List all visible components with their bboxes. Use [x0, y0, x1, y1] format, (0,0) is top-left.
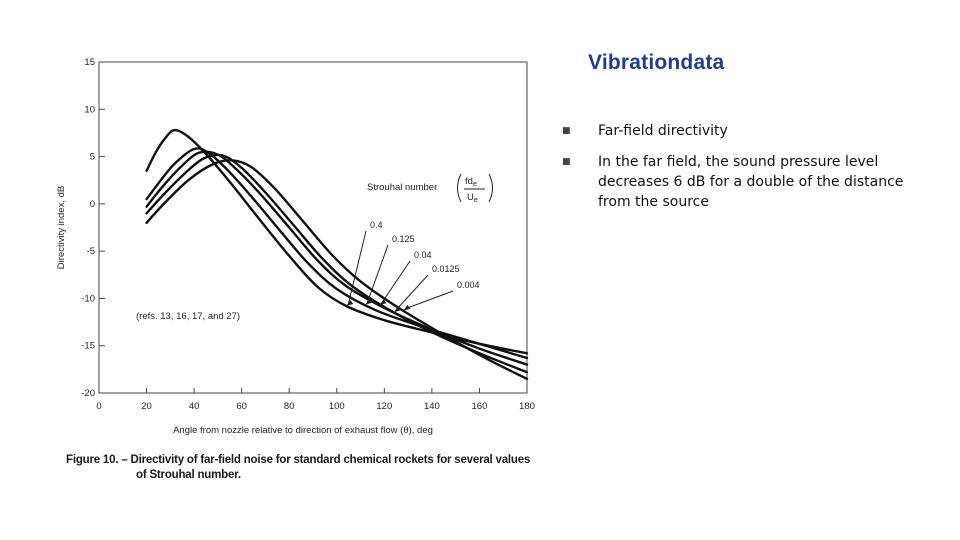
fraction-numerator: fde — [465, 176, 477, 188]
bullet-text: In the far field, the sound pressure lev… — [598, 154, 904, 210]
x-tick-label: 40 — [189, 401, 200, 412]
series-line-0.04 — [145, 150, 529, 366]
legend-title: Strouhal number — [367, 182, 437, 193]
y-tick-label: -5 — [87, 246, 95, 257]
series-line-0.004 — [145, 159, 529, 380]
directivity-figure: 0 20 40 60 80 100 120 140 160 180 15 10 5 0 -5 -10 -15 -2… — [52, 50, 542, 490]
callout-arrowhead — [393, 306, 401, 313]
y-tick-label: 15 — [84, 57, 95, 68]
reference-note: (refs. 13, 16, 17, and 27) — [136, 311, 240, 322]
callout-label: 0.04 — [414, 250, 432, 260]
x-tick-label: 100 — [329, 401, 345, 412]
callout-label: 0.125 — [392, 234, 415, 244]
bullet-item: ■ Far-field directivity — [562, 121, 912, 141]
x-tick-label: 20 — [141, 401, 152, 412]
bullet-text: Far-field directivity — [598, 123, 728, 139]
y-tick-label: 5 — [90, 152, 95, 163]
y-tick-label: -15 — [81, 341, 95, 352]
bullet-item: ■ In the far field, the sound pressure l… — [562, 152, 912, 212]
fraction-numerator-subscript: e — [473, 181, 477, 188]
bullet-dot-icon: ■ — [562, 126, 571, 136]
callout-leader — [405, 290, 454, 310]
caption-line-1: Figure 10. – Directivity of far-field no… — [66, 454, 531, 466]
fraction-denominator: Ue — [467, 192, 478, 204]
callout-arrowhead — [346, 299, 354, 306]
callout-arrowhead — [379, 299, 387, 306]
x-tick-label: 0 — [96, 401, 101, 412]
caption-line-2: of Strouhal number. — [136, 469, 241, 481]
directivity-chart: 0 20 40 60 80 100 120 140 160 180 15 10 5 0 -5 -10 -15 -2… — [56, 57, 535, 436]
callout-arrowhead — [403, 304, 411, 311]
callout-label: 0.4 — [370, 220, 383, 230]
y-axis-title: Directivity index, dB — [56, 186, 67, 269]
callout-leader — [347, 230, 367, 305]
x-tick-label: 80 — [284, 401, 295, 412]
callout-label: 0.004 — [457, 280, 480, 290]
plot-frame — [98, 61, 528, 394]
y-tick-label: -20 — [81, 388, 95, 399]
y-tick-label: -10 — [81, 293, 95, 304]
callout-leader — [381, 260, 411, 304]
fraction-right-paren — [488, 173, 493, 203]
brand-title: Vibrationdata — [588, 51, 725, 74]
bullet-list: ■ Far-field directivity ■ In the far fie… — [562, 121, 912, 223]
fraction-left-paren — [457, 173, 462, 203]
series-line-0.0125 — [145, 153, 529, 374]
y-tick-label: 10 — [84, 104, 95, 115]
x-tick-label: 160 — [472, 401, 488, 412]
callout-leader — [395, 274, 429, 311]
bullet-dot-icon: ■ — [562, 157, 571, 167]
x-tick-label: 60 — [236, 401, 247, 412]
fraction-denominator-subscript: e — [474, 197, 478, 204]
callout-label: 0.0125 — [432, 264, 460, 274]
x-tick-label: 180 — [519, 401, 535, 412]
figure-caption: Figure 10. – Directivity of far-field no… — [66, 453, 536, 483]
callout-arrowhead — [365, 298, 373, 305]
x-tick-label: 140 — [424, 401, 440, 412]
x-axis-title: Angle from nozzle relative to direction … — [173, 425, 433, 436]
y-tick-label: 0 — [90, 199, 95, 210]
series-line-0.4 — [145, 128, 529, 355]
callout-leader — [366, 244, 389, 303]
x-tick-label: 120 — [376, 401, 392, 412]
